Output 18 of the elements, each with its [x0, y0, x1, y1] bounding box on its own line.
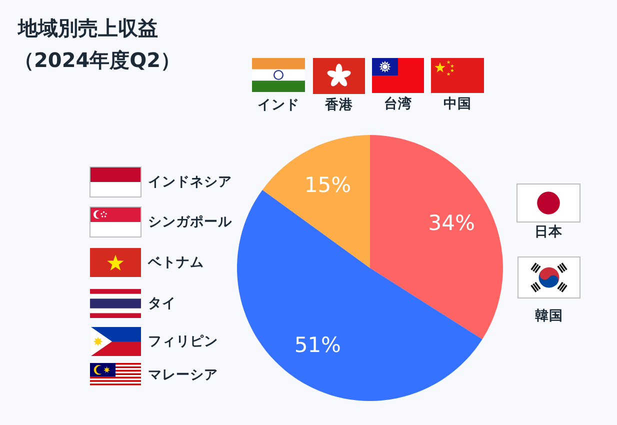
text: 台湾	[384, 95, 412, 112]
data-label: 34%	[428, 211, 475, 236]
text: シンガポール	[148, 214, 233, 230]
pie-slice	[370, 135, 503, 340]
pie-slice	[262, 135, 370, 268]
text: インド	[258, 97, 300, 113]
text: フィリピン	[148, 334, 218, 350]
data-label: 51%	[294, 333, 342, 357]
data-label: 15%	[304, 173, 352, 198]
text: 日本	[534, 224, 564, 240]
text: タイ	[148, 296, 176, 312]
text: インドネシア	[148, 174, 232, 190]
text: マレーシア	[148, 367, 218, 383]
text: 中国	[444, 96, 472, 112]
text: ベトナム	[147, 254, 204, 270]
chart-title: 地域別売上収益（2024年度Q2）	[14, 16, 181, 72]
text: 韓国	[535, 308, 563, 324]
text: 香港	[324, 97, 354, 113]
